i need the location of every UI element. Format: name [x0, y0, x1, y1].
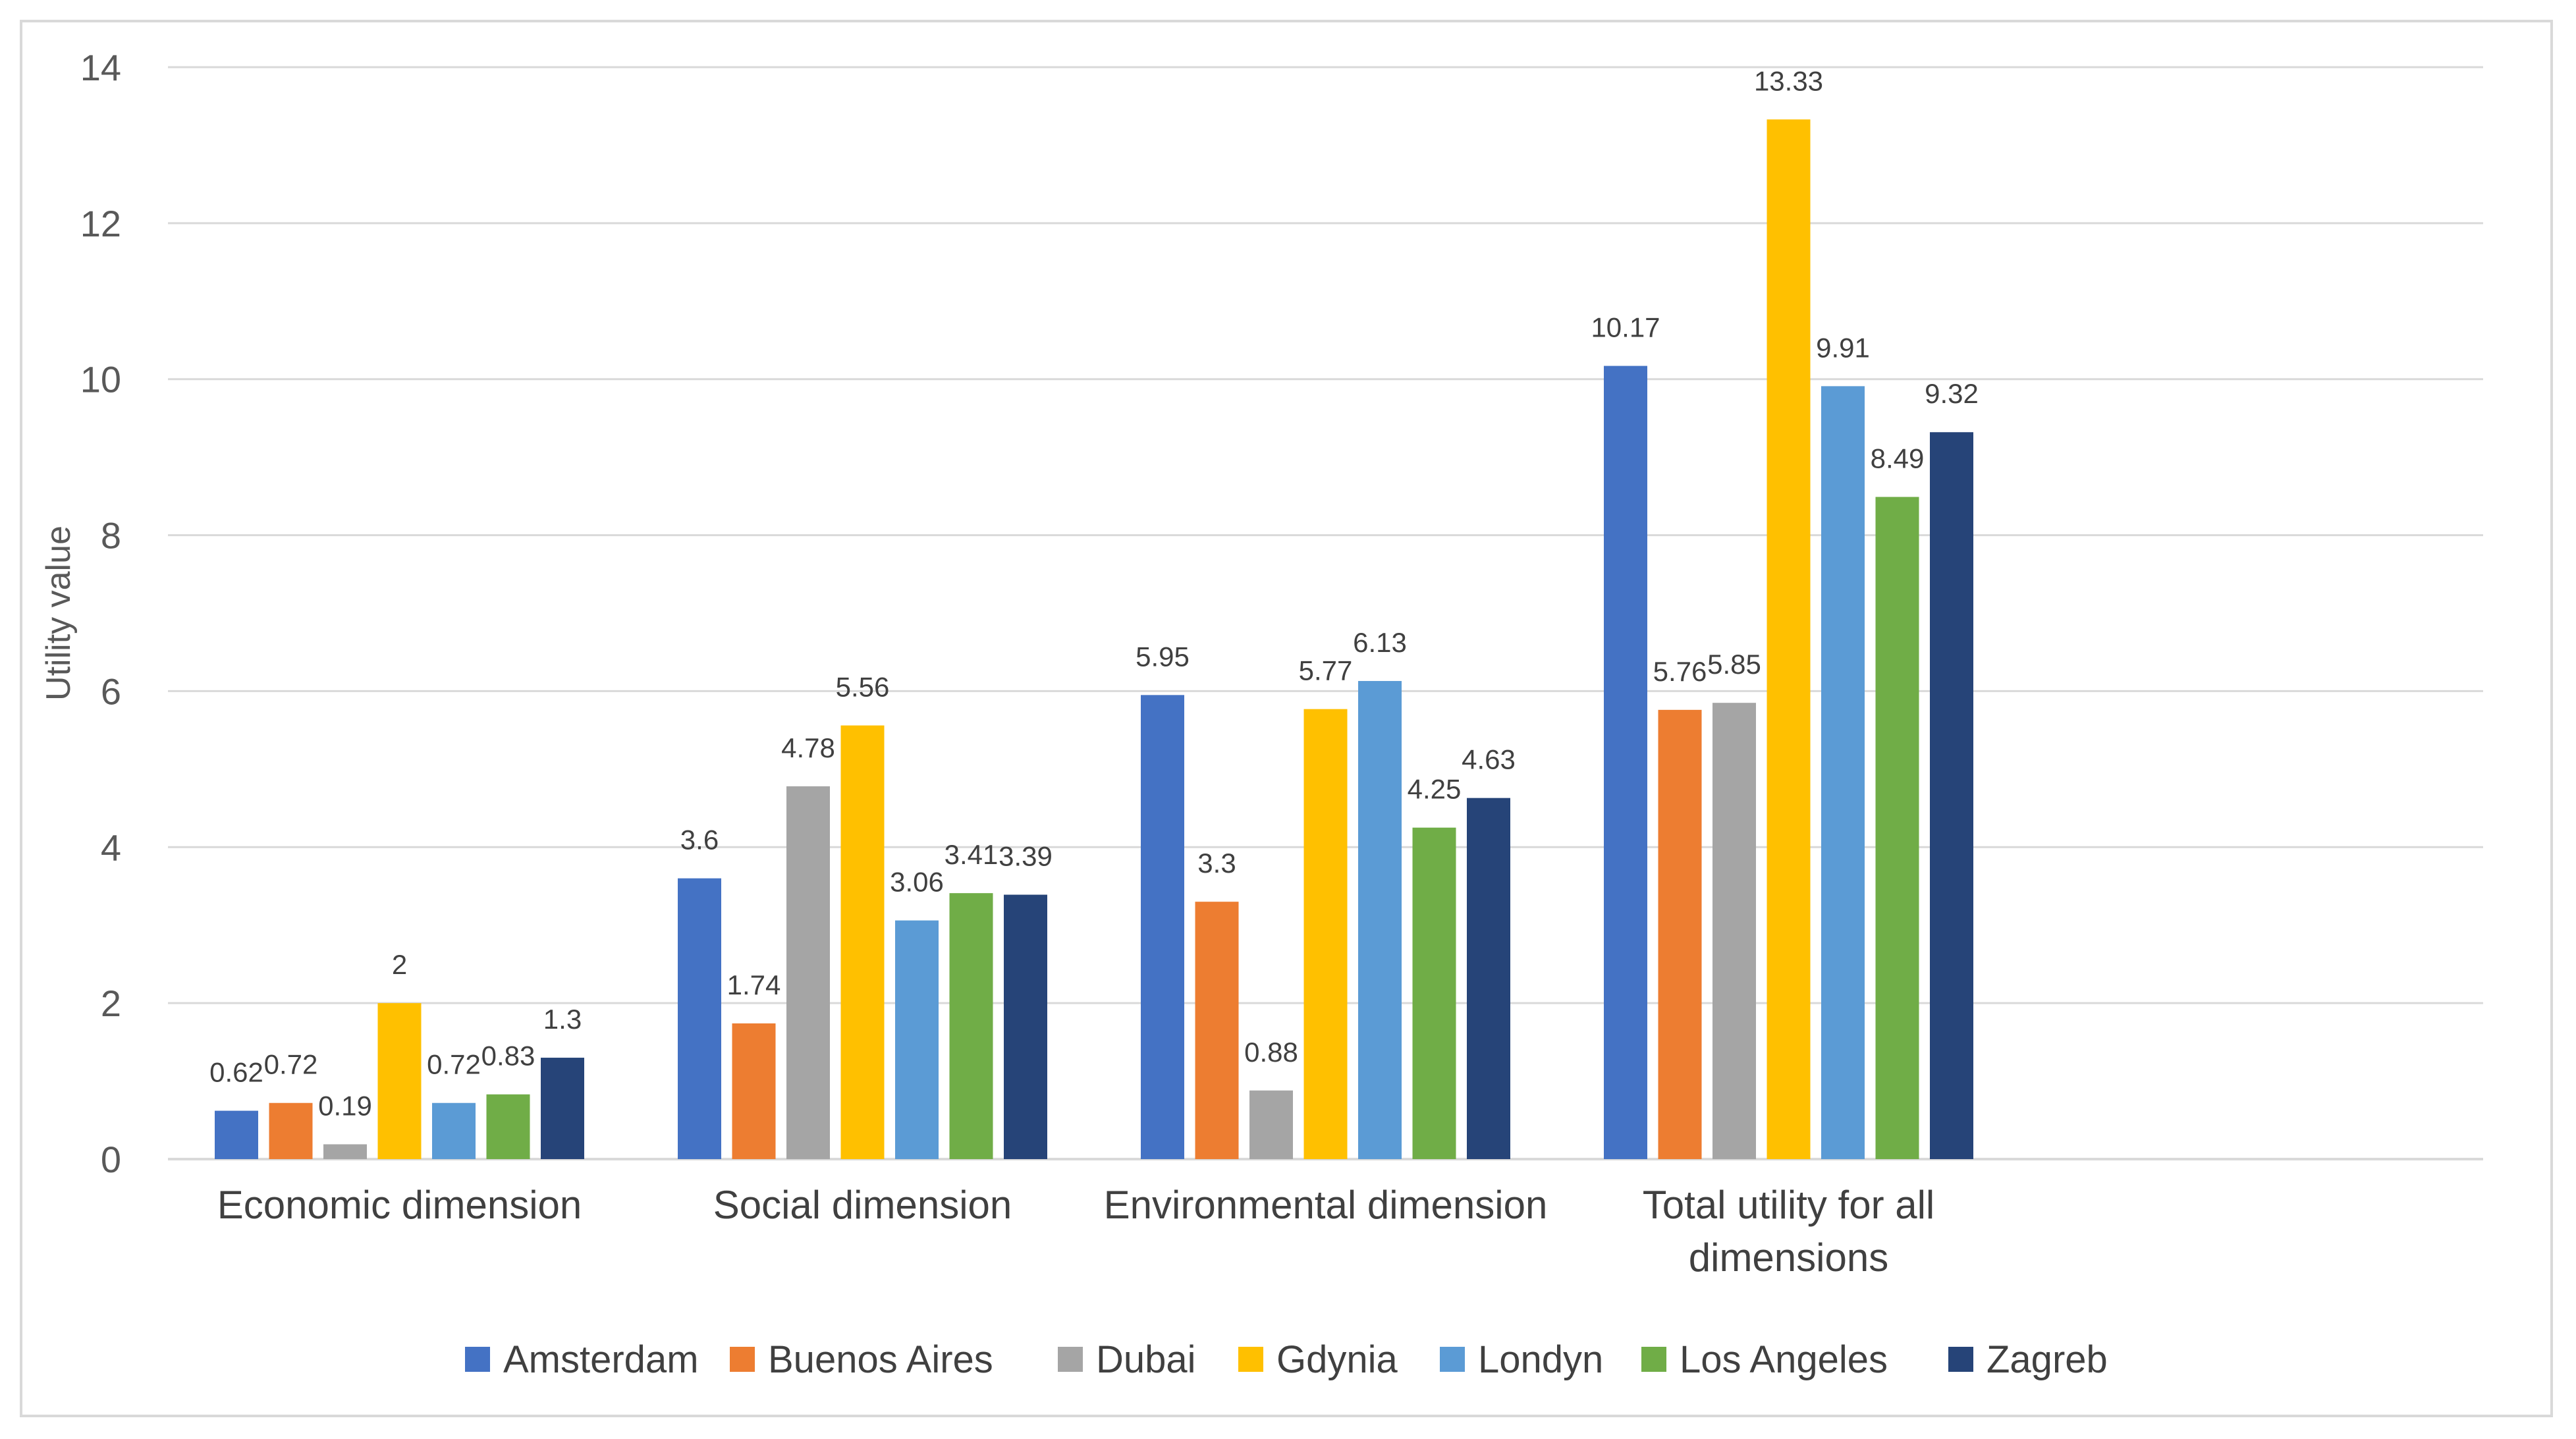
bar: [323, 1144, 367, 1159]
bar: [1713, 703, 1756, 1159]
bar: [432, 1102, 476, 1159]
data-label: 4.78: [781, 732, 835, 763]
data-label: 5.95: [1136, 641, 1190, 672]
legend-swatch: [465, 1347, 490, 1372]
data-label: 3.41: [945, 839, 999, 870]
data-label: 1.74: [727, 969, 781, 1000]
x-tick-label: Total utility for all: [1643, 1183, 1935, 1227]
bar: [215, 1110, 258, 1159]
y-tick-label: 12: [80, 203, 121, 244]
data-label: 2: [392, 949, 407, 980]
y-tick-label: 10: [80, 359, 121, 400]
legend-label: Zagreb: [1987, 1338, 2108, 1381]
bar: [732, 1023, 776, 1159]
bar: [269, 1102, 313, 1159]
y-tick-label: 2: [101, 983, 121, 1024]
x-tick-label: dimensions: [1689, 1235, 1889, 1280]
legend-label: Los Angeles: [1680, 1338, 1888, 1381]
bar: [1358, 681, 1402, 1159]
data-label: 10.17: [1591, 312, 1660, 343]
data-label: 5.76: [1653, 656, 1707, 687]
legend-label: Buenos Aires: [768, 1338, 993, 1381]
bar: [895, 920, 939, 1159]
bar: [1303, 709, 1348, 1159]
bar: [678, 878, 721, 1159]
x-tick-label: Economic dimension: [217, 1183, 582, 1227]
y-tick-label: 4: [101, 827, 121, 868]
bar: [1604, 366, 1647, 1159]
bar: [786, 786, 830, 1159]
data-label: 9.91: [1816, 332, 1870, 363]
data-label: 4.25: [1408, 774, 1462, 805]
data-label: 0.62: [209, 1057, 263, 1088]
data-label: 5.56: [836, 672, 890, 703]
data-label: 3.3: [1197, 848, 1236, 879]
y-tick-label: 0: [101, 1139, 121, 1180]
data-label: 8.49: [1871, 443, 1925, 474]
bar: [1875, 497, 1919, 1159]
bar: [1767, 119, 1811, 1159]
bar: [1141, 695, 1184, 1159]
y-tick-label: 8: [101, 515, 121, 557]
data-label: 1.3: [543, 1004, 582, 1035]
bar: [541, 1058, 584, 1159]
bar: [1412, 827, 1456, 1159]
legend-swatch: [1058, 1347, 1083, 1372]
x-tick-label: Social dimension: [713, 1183, 1012, 1227]
data-label: 0.88: [1244, 1037, 1298, 1068]
legend-label: Gdynia: [1276, 1338, 1398, 1381]
bar: [1467, 798, 1510, 1159]
bar: [949, 893, 993, 1159]
y-axis-title: Utility value: [40, 526, 78, 701]
bar: [1195, 902, 1239, 1159]
legend-label: Amsterdam: [503, 1338, 699, 1381]
data-label: 3.6: [680, 825, 719, 855]
data-label: 0.83: [481, 1041, 535, 1072]
bar: [1821, 386, 1865, 1160]
bar: [1004, 894, 1047, 1159]
data-label: 4.63: [1462, 744, 1516, 775]
chart-frame: 0 2 4 6 8 10 12 14 Utility value 0.62 0.72 0.19 2 0.7…: [20, 20, 2553, 1417]
legend-swatch: [730, 1347, 755, 1372]
data-label: 0.72: [427, 1049, 481, 1080]
legend-label: Dubai: [1096, 1338, 1196, 1381]
legend-swatch: [1238, 1347, 1263, 1372]
data-label: 9.32: [1925, 378, 1979, 409]
y-tick-label: 6: [101, 670, 121, 712]
legend-swatch: [1440, 1347, 1465, 1372]
bar: [840, 725, 885, 1159]
data-label: 3.06: [890, 867, 944, 898]
data-label: 5.77: [1299, 655, 1353, 686]
legend-swatch: [1948, 1347, 1973, 1372]
data-label: 0.19: [318, 1090, 372, 1121]
data-label: 6.13: [1353, 627, 1407, 658]
bar: [1658, 709, 1702, 1159]
legend-label: Londyn: [1478, 1338, 1603, 1381]
x-tick-label: Environmental dimension: [1104, 1183, 1548, 1227]
bar: [377, 1003, 422, 1159]
bar: [486, 1094, 530, 1159]
data-label: 13.33: [1754, 65, 1823, 96]
bar: [1249, 1090, 1293, 1159]
data-label: 5.85: [1707, 649, 1761, 680]
data-label: 0.72: [264, 1049, 318, 1080]
y-tick-label: 14: [80, 47, 121, 88]
data-label: 3.39: [999, 841, 1053, 872]
bar: [1930, 432, 1973, 1159]
legend-swatch: [1641, 1347, 1666, 1372]
